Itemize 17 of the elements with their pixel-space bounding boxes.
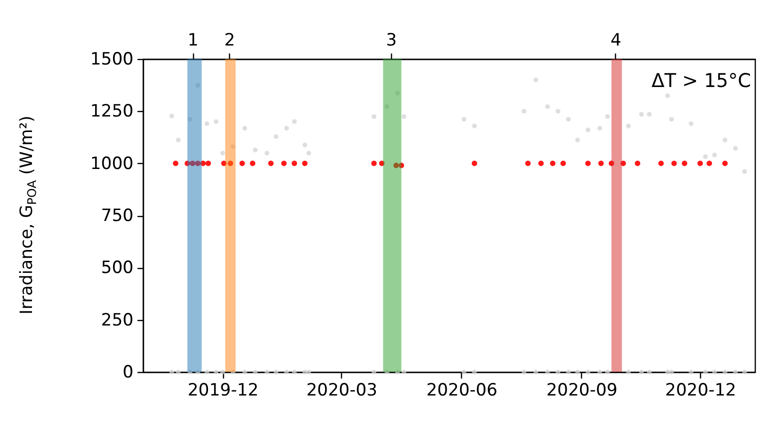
x-tick-label: 2020-06 xyxy=(426,380,498,400)
y-tick-label: 1250 xyxy=(90,102,134,122)
y-tick-label: 1500 xyxy=(90,50,134,70)
y-tick-label: 750 xyxy=(101,206,134,226)
y-tick-label: 500 xyxy=(101,258,134,278)
y-tick-label: 1000 xyxy=(90,154,134,174)
annotation: ΔT > 15°C xyxy=(651,70,751,92)
x-tick-label: 2019-12 xyxy=(188,380,259,400)
y-tick-label: 250 xyxy=(101,310,134,330)
x-tick-label: 2020-03 xyxy=(306,380,378,400)
x2-tick-label: 2 xyxy=(224,30,236,50)
y-tick-label: 0 xyxy=(122,362,134,382)
x-tick-label: 2020-09 xyxy=(546,380,618,400)
x2-tick-label: 1 xyxy=(188,30,198,50)
x2-tick-label: 3 xyxy=(386,30,397,50)
x2-tick-label: 4 xyxy=(610,30,622,50)
x-tick-label: 2020-12 xyxy=(665,380,736,400)
